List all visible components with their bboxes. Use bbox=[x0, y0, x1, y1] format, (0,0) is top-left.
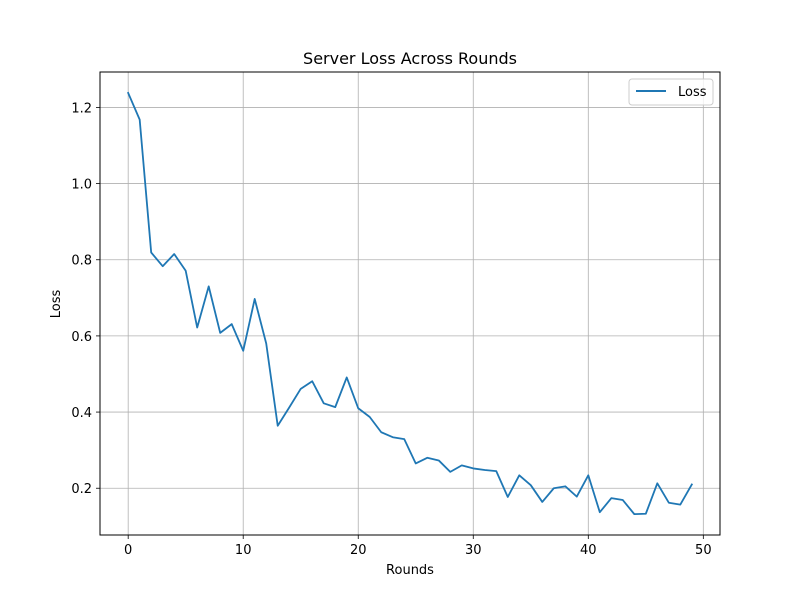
data-point bbox=[472, 467, 474, 469]
data-point bbox=[323, 402, 325, 404]
data-point bbox=[357, 407, 359, 409]
data-point bbox=[380, 431, 382, 433]
data-point bbox=[449, 471, 451, 473]
data-point bbox=[254, 298, 256, 300]
plot-frame bbox=[99, 71, 721, 536]
data-point bbox=[484, 469, 486, 471]
data-point bbox=[507, 496, 509, 498]
x-tick-label: 40 bbox=[580, 543, 597, 558]
series-line-loss bbox=[126, 91, 694, 516]
data-point bbox=[426, 457, 428, 459]
legend-box bbox=[628, 78, 714, 106]
data-point bbox=[633, 513, 635, 515]
data-point bbox=[311, 380, 313, 382]
data-point bbox=[438, 459, 440, 461]
x-axis-label: Rounds bbox=[386, 563, 434, 578]
data-point bbox=[668, 502, 670, 504]
x-tick-label: 50 bbox=[695, 543, 712, 558]
data-point bbox=[346, 376, 348, 378]
x-tick-label: 0 bbox=[124, 543, 132, 558]
data-point bbox=[656, 482, 658, 484]
data-point bbox=[415, 462, 417, 464]
y-axis: 0.2 0.4 0.6 0.8 1.0 1.2 bbox=[71, 101, 100, 497]
legend: Loss bbox=[628, 78, 714, 106]
data-point bbox=[185, 270, 187, 272]
data-point bbox=[645, 513, 647, 515]
x-tick-label: 20 bbox=[350, 543, 367, 558]
series-layer bbox=[126, 91, 694, 516]
x-axis: 0 10 20 30 40 50 bbox=[124, 535, 712, 558]
data-point bbox=[127, 92, 129, 94]
y-tick-label: 0.8 bbox=[71, 254, 92, 269]
data-point bbox=[208, 285, 210, 287]
data-point bbox=[587, 474, 589, 476]
data-point bbox=[403, 438, 405, 440]
data-point bbox=[334, 406, 336, 408]
chart-title: Server Loss Across Rounds bbox=[303, 49, 517, 68]
data-point bbox=[599, 511, 601, 513]
data-point bbox=[173, 253, 175, 255]
data-point bbox=[277, 425, 279, 427]
grid bbox=[100, 72, 720, 535]
data-point bbox=[553, 487, 555, 489]
data-point bbox=[300, 388, 302, 390]
data-point bbox=[530, 484, 532, 486]
y-tick-label: 0.2 bbox=[71, 482, 92, 497]
y-tick-label: 0.6 bbox=[71, 330, 92, 345]
legend-label-loss: Loss bbox=[678, 85, 707, 100]
data-point bbox=[495, 470, 497, 472]
y-tick-label: 1.0 bbox=[71, 178, 92, 193]
data-point bbox=[265, 343, 267, 345]
data-point bbox=[196, 327, 198, 329]
y-tick-label: 1.2 bbox=[71, 101, 92, 116]
y-tick-label: 0.4 bbox=[71, 406, 92, 421]
data-point bbox=[622, 499, 624, 501]
data-point bbox=[162, 265, 164, 267]
data-point bbox=[369, 416, 371, 418]
data-point bbox=[392, 436, 394, 438]
data-point bbox=[288, 407, 290, 409]
data-point bbox=[242, 350, 244, 352]
data-point bbox=[231, 323, 233, 325]
data-point bbox=[564, 485, 566, 487]
data-point bbox=[461, 464, 463, 466]
data-point bbox=[691, 483, 693, 485]
data-point bbox=[541, 501, 543, 503]
data-point bbox=[150, 252, 152, 254]
y-axis-label: Loss bbox=[49, 290, 64, 319]
x-tick-label: 30 bbox=[465, 543, 482, 558]
data-point bbox=[679, 504, 681, 506]
data-point bbox=[518, 474, 520, 476]
data-point bbox=[139, 119, 141, 121]
data-point bbox=[576, 496, 578, 498]
data-point bbox=[610, 497, 612, 499]
data-point bbox=[219, 332, 221, 334]
x-tick-label: 10 bbox=[235, 543, 252, 558]
